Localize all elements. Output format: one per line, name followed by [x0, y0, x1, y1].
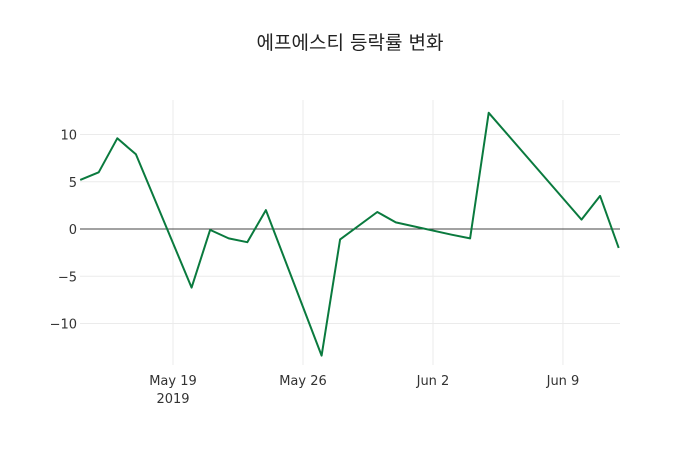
y-tick-label: −5	[58, 270, 77, 285]
chart-title: 에프에스티 등락률 변화	[256, 32, 444, 54]
y-tick-label: 5	[69, 176, 77, 191]
y-tick-label: 0	[69, 223, 77, 238]
x-tick-label: May 26	[279, 374, 327, 389]
x-tick-year: 2019	[156, 392, 189, 407]
y-tick-label: −10	[50, 318, 77, 333]
x-tick-label: Jun 9	[546, 374, 580, 389]
grid-lines	[80, 100, 620, 365]
x-axis-ticks: May 19 2019 May 26 Jun 2 Jun 9	[149, 374, 579, 407]
x-tick-label: Jun 2	[416, 374, 450, 389]
series-line	[79, 111, 620, 357]
y-axis-ticks: 10 5 0 −5 −10	[50, 129, 77, 333]
y-tick-label: 10	[60, 129, 77, 144]
x-tick-label: May 19	[149, 374, 197, 389]
